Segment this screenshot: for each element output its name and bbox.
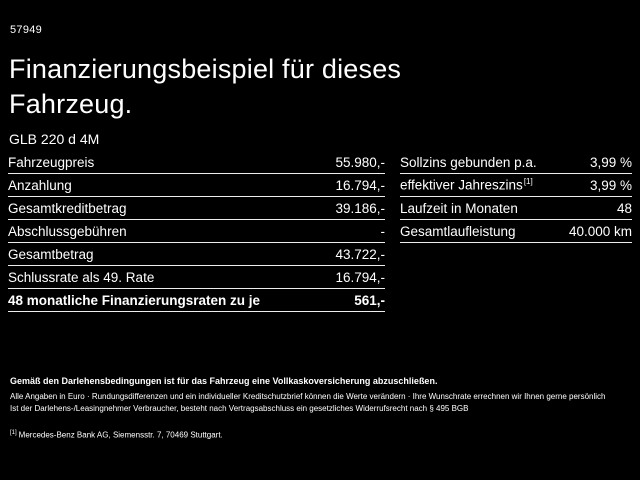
row-label: Anzahlung bbox=[8, 177, 72, 193]
row-value: 3,99 % bbox=[589, 177, 632, 193]
row-value: - bbox=[380, 223, 386, 239]
vehicle-code: 57949 bbox=[10, 24, 43, 36]
table-row: Anzahlung 16.794,- bbox=[8, 174, 385, 197]
footnote-text: Mercedes-Benz Bank AG, Siemensstr. 7, 70… bbox=[18, 431, 223, 441]
row-label: Fahrzeugpreis bbox=[8, 154, 95, 170]
row-value: 561,- bbox=[354, 292, 385, 308]
row-label: effektiver Jahreszins[1] bbox=[400, 177, 533, 193]
table-row: Schlussrate als 49. Rate 16.794,- bbox=[8, 266, 385, 289]
page-title: Finanzierungsbeispiel für dieses Fahrzeu… bbox=[9, 54, 402, 120]
table-row: Sollzins gebunden p.a. 3,99 % bbox=[400, 151, 632, 174]
table-row: Abschlussgebühren - bbox=[8, 220, 385, 243]
table-row: Gesamtbetrag 43.722,- bbox=[8, 243, 385, 266]
row-label: Gesamtlaufleistung bbox=[400, 223, 516, 239]
row-value: 16.794,- bbox=[335, 269, 385, 285]
footnote-ref-icon: [1] bbox=[523, 177, 533, 187]
row-value: 43.722,- bbox=[335, 246, 385, 262]
footer-disclaimer-2: Ist der Darlehens-/Leasingnehmer Verbrau… bbox=[10, 404, 469, 414]
row-label: Gesamtkreditbetrag bbox=[8, 200, 127, 216]
table-row: Gesamtkreditbetrag 39.186,- bbox=[8, 197, 385, 220]
table-row: Fahrzeugpreis 55.980,- bbox=[8, 151, 385, 174]
row-value: 16.794,- bbox=[335, 177, 385, 193]
table-row: Laufzeit in Monaten 48 bbox=[400, 197, 632, 220]
footer-footnote: [1] Mercedes-Benz Bank AG, Siemensstr. 7,… bbox=[10, 430, 632, 441]
row-label: Laufzeit in Monaten bbox=[400, 200, 518, 216]
row-label: Gesamtbetrag bbox=[8, 246, 94, 262]
finance-table: Fahrzeugpreis 55.980,- Anzahlung 16.794,… bbox=[8, 151, 385, 312]
row-value: 40.000 km bbox=[568, 223, 632, 239]
row-label: 48 monatliche Finanzierungsraten zu je bbox=[8, 292, 261, 308]
row-label: Schlussrate als 49. Rate bbox=[8, 269, 155, 285]
legal-footer: Gemäß den Darlehensbedingungen ist für d… bbox=[10, 376, 632, 442]
footnote-marker: [1] bbox=[10, 430, 17, 437]
table-row-total: 48 monatliche Finanzierungsraten zu je 5… bbox=[8, 289, 385, 312]
row-value: 39.186,- bbox=[335, 200, 385, 216]
model-name: GLB 220 d 4M bbox=[9, 131, 100, 147]
row-value: 48 bbox=[616, 200, 632, 216]
conditions-table: Sollzins gebunden p.a. 3,99 % effektiver… bbox=[400, 151, 632, 243]
row-value: 55.980,- bbox=[335, 154, 385, 170]
row-label: Sollzins gebunden p.a. bbox=[400, 154, 537, 170]
footer-insurance-note: Gemäß den Darlehensbedingungen ist für d… bbox=[10, 376, 438, 386]
table-row: effektiver Jahreszins[1] 3,99 % bbox=[400, 174, 632, 197]
row-value: 3,99 % bbox=[589, 154, 632, 170]
row-label: Abschlussgebühren bbox=[8, 223, 127, 239]
table-row: Gesamtlaufleistung 40.000 km bbox=[400, 220, 632, 243]
footer-disclaimer-1: Alle Angaben in Euro · Rundungsdifferenz… bbox=[10, 391, 606, 401]
